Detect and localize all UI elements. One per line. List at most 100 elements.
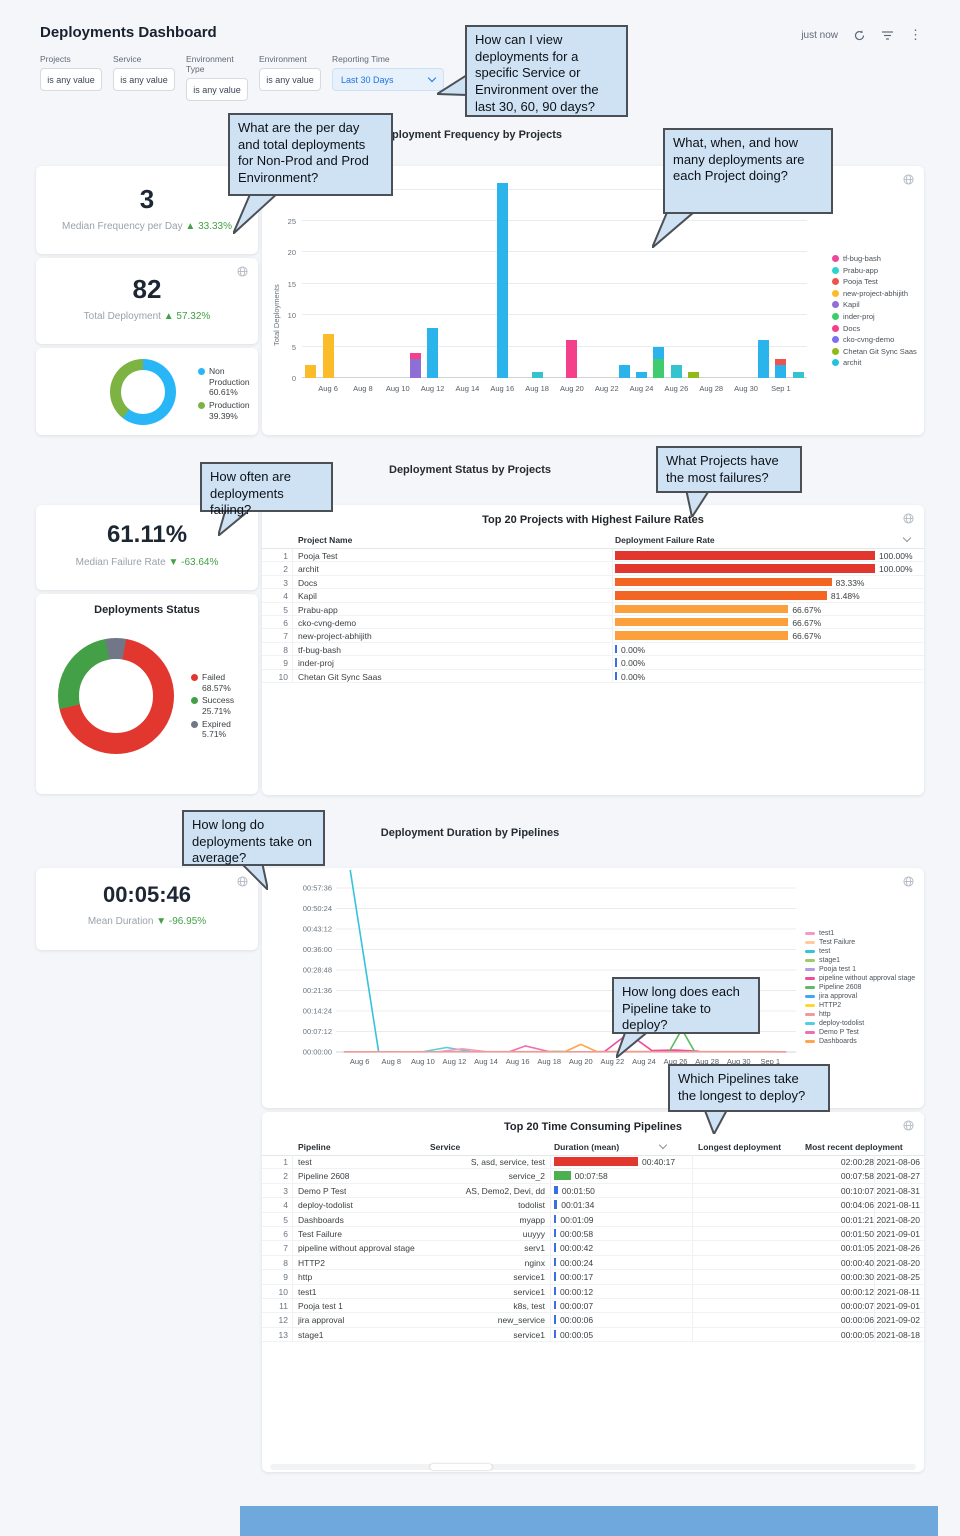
legend-item[interactable]: http bbox=[805, 1011, 915, 1018]
legend-item[interactable]: Expired 5.71% bbox=[191, 719, 253, 740]
bar-segment[interactable] bbox=[618, 365, 630, 378]
legend-item[interactable]: archit bbox=[832, 358, 917, 367]
legend-item[interactable]: Pipeline 2608 bbox=[805, 984, 915, 991]
table-row[interactable]: 4 Kapil 81.48% bbox=[262, 589, 924, 603]
kebab-menu-icon[interactable]: ⋮ bbox=[909, 27, 922, 42]
row-rank: 9 bbox=[283, 1272, 288, 1283]
table-row[interactable]: 5 Prabu-app 66.67% bbox=[262, 602, 924, 616]
table-row[interactable]: 10 Chetan Git Sync Saas 0.00% bbox=[262, 669, 924, 683]
legend-item[interactable]: Failed 68.57% bbox=[191, 672, 253, 693]
table-row[interactable]: 7 pipeline without approval stage serv1 00:… bbox=[262, 1241, 924, 1256]
legend-item[interactable]: Docs bbox=[832, 324, 917, 333]
legend-item[interactable]: test bbox=[805, 948, 915, 955]
table-row[interactable]: 11 Pooja test 1 k8s, test 00:00:07 00:00:07 2… bbox=[262, 1298, 924, 1314]
legend-label: Expired 5.71% bbox=[202, 718, 231, 740]
legend-item[interactable]: Pooja Test bbox=[832, 277, 917, 286]
table-row[interactable]: 1 Pooja Test 100.00% bbox=[262, 549, 924, 563]
annotation-failing-deployments: How often are deployments failing? bbox=[200, 462, 333, 517]
legend-item[interactable]: pipeline without approval stage bbox=[805, 975, 915, 982]
legend-item[interactable]: test1 bbox=[805, 930, 915, 937]
table-row[interactable]: 6 cko-cvng-demo 66.67% bbox=[262, 615, 924, 630]
legend-item[interactable]: Non Production 60.61% bbox=[198, 366, 256, 398]
table-row[interactable]: 6 Test Failure uuyyy 00:00:58 00:01:50 2021-0… bbox=[262, 1226, 924, 1242]
bar-segment[interactable] bbox=[409, 359, 421, 378]
table-row[interactable]: 8 tf-bug-bash 0.00% bbox=[262, 642, 924, 657]
table-row[interactable]: 2 Pipeline 2608 service_2 00:07:58 00:07:58 2… bbox=[262, 1169, 924, 1184]
sort-chevron-icon[interactable] bbox=[902, 533, 912, 543]
legend-item[interactable]: Chetan Git Sync Saas bbox=[832, 347, 917, 356]
bar-segment[interactable] bbox=[670, 365, 682, 378]
bar-segment[interactable] bbox=[305, 365, 317, 378]
table-row[interactable]: 9 http service1 00:00:17 00:00:30 2021-08-25 bbox=[262, 1270, 924, 1285]
filter-service-value[interactable]: is any value bbox=[113, 68, 175, 91]
bar-segment[interactable] bbox=[688, 371, 700, 378]
table-row[interactable]: 3 Demo P Test AS, Demo2, Devi, dd 00:01:50 0… bbox=[262, 1183, 924, 1199]
table-row[interactable]: 4 deploy-todolist todolist 00:01:34 00:04:06… bbox=[262, 1198, 924, 1213]
legend-item[interactable]: Production 39.39% bbox=[198, 400, 256, 421]
filter-environment-value[interactable]: is any value bbox=[259, 68, 321, 91]
bar-segment[interactable] bbox=[496, 183, 508, 378]
bar-segment[interactable] bbox=[775, 359, 787, 366]
environment-split-donut[interactable] bbox=[110, 359, 176, 425]
legend-item[interactable]: Demo P Test bbox=[805, 1029, 915, 1036]
legend-item[interactable]: Dashboards bbox=[805, 1038, 915, 1045]
table-row[interactable]: 5 Dashboards myapp 00:01:09 00:01:21 2021-08-… bbox=[262, 1212, 924, 1227]
legend-label: Failed 68.57% bbox=[202, 672, 231, 693]
column-divider bbox=[550, 1212, 551, 1226]
explore-globe-icon[interactable] bbox=[237, 266, 248, 277]
deployments-status-donut[interactable] bbox=[58, 638, 174, 754]
explore-globe-icon[interactable] bbox=[903, 174, 914, 185]
scrollbar-thumb[interactable] bbox=[430, 1464, 492, 1470]
explore-globe-icon[interactable] bbox=[903, 876, 914, 887]
duration-bar bbox=[554, 1300, 556, 1310]
legend-item[interactable]: inder-proj bbox=[832, 312, 917, 321]
horizontal-scrollbar[interactable] bbox=[270, 1464, 916, 1470]
filter-funnel-icon[interactable] bbox=[881, 30, 894, 41]
legend-item[interactable]: Pooja test 1 bbox=[805, 966, 915, 973]
explore-globe-icon[interactable] bbox=[903, 513, 914, 524]
legend-item[interactable]: tf-bug-bash bbox=[832, 254, 917, 263]
legend-item[interactable]: Test Failure bbox=[805, 939, 915, 946]
legend-item[interactable]: HTTP2 bbox=[805, 1002, 915, 1009]
table-row[interactable]: 13 stage1 service1 00:00:05 00:00:05 2021-08-… bbox=[262, 1327, 924, 1343]
table-row[interactable]: 10 test1 service1 00:00:12 00:00:12 2021-08-1… bbox=[262, 1284, 924, 1299]
legend-item[interactable]: deploy-todolist bbox=[805, 1020, 915, 1027]
filter-environment-type-value[interactable]: is any value bbox=[186, 78, 248, 101]
filter-environment: Environment is any value bbox=[259, 54, 321, 101]
gridline bbox=[302, 188, 807, 190]
bar-segment[interactable] bbox=[322, 334, 334, 378]
legend-item[interactable]: new-project-abhijith bbox=[832, 289, 917, 298]
legend-item[interactable]: Success 25.71% bbox=[191, 695, 253, 716]
legend-item[interactable]: jira approval bbox=[805, 993, 915, 1000]
bar-segment[interactable] bbox=[636, 371, 648, 378]
svg-text:00:57:36: 00:57:36 bbox=[303, 884, 332, 893]
explore-globe-icon[interactable] bbox=[237, 876, 248, 887]
table-row[interactable]: 9 inder-proj 0.00% bbox=[262, 656, 924, 670]
bar-segment[interactable] bbox=[775, 365, 787, 378]
refresh-icon[interactable] bbox=[853, 29, 866, 42]
table-row[interactable]: 12 jira approval new_service 00:00:06 00:00:… bbox=[262, 1313, 924, 1328]
table-row[interactable]: 8 HTTP2 nginx 00:00:24 00:00:40 2021-08-20 bbox=[262, 1255, 924, 1271]
legend-item[interactable]: stage1 bbox=[805, 957, 915, 964]
legend-item[interactable]: Prabu-app bbox=[832, 266, 917, 275]
bar-segment[interactable] bbox=[409, 352, 421, 360]
bar-segment[interactable] bbox=[531, 371, 543, 378]
bar-segment[interactable] bbox=[427, 327, 439, 378]
reporting-time-dropdown[interactable]: Last 30 Days bbox=[332, 68, 444, 91]
explore-globe-icon[interactable] bbox=[903, 1120, 914, 1131]
bar-segment[interactable] bbox=[653, 359, 665, 378]
mean-duration-value: 00:05:46 bbox=[102, 882, 192, 907]
bar-segment[interactable] bbox=[757, 340, 769, 378]
legend-item[interactable]: Kapil bbox=[832, 300, 917, 309]
bar-segment[interactable] bbox=[566, 340, 578, 378]
table-row[interactable]: 2 archit 100.00% bbox=[262, 562, 924, 576]
bar-segment[interactable] bbox=[792, 371, 804, 378]
table-row[interactable]: 3 Docs 83.33% bbox=[262, 575, 924, 590]
filter-projects-value[interactable]: is any value bbox=[40, 68, 102, 91]
bar-segment[interactable] bbox=[653, 346, 665, 360]
legend-item[interactable]: cko-cvng-demo bbox=[832, 335, 917, 344]
table-row[interactable]: 1 test S, asd, service, test 00:40:17 02:00:… bbox=[262, 1155, 924, 1170]
row-rank: 7 bbox=[283, 1243, 288, 1254]
table-row[interactable]: 7 new-project-abhijith 66.67% bbox=[262, 629, 924, 643]
sort-chevron-icon[interactable] bbox=[658, 1140, 668, 1150]
